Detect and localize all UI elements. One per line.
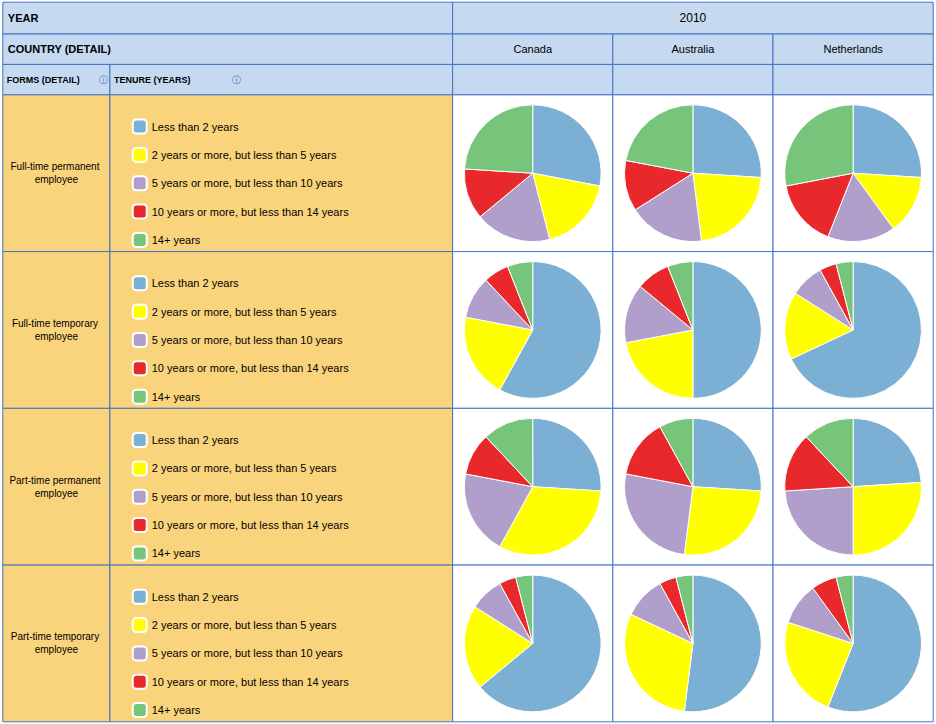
svg-text:COUNTRY (DETAIL): COUNTRY (DETAIL) — [8, 43, 111, 55]
svg-text:5 years or more, but less than: 5 years or more, but less than 10 years — [152, 491, 343, 503]
svg-text:10 years or more, but less tha: 10 years or more, but less than 14 years — [152, 676, 349, 688]
svg-text:2 years or more, but less than: 2 years or more, but less than 5 years — [152, 462, 337, 474]
svg-text:10 years or more, but less tha: 10 years or more, but less than 14 years — [152, 519, 349, 531]
svg-text:5 years or more, but less than: 5 years or more, but less than 10 years — [152, 334, 343, 346]
svg-text:14+ years: 14+ years — [152, 391, 201, 403]
svg-text:Full-time temporary: Full-time temporary — [12, 318, 101, 329]
svg-text:10 years or more, but less tha: 10 years or more, but less than 14 years — [152, 362, 349, 374]
svg-text:Netherlands: Netherlands — [823, 43, 883, 55]
svg-text:5 years or more, but less than: 5 years or more, but less than 10 years — [152, 177, 343, 189]
svg-text:2 years or more, but less than: 2 years or more, but less than 5 years — [152, 306, 337, 318]
svg-text:2 years or more, but less than: 2 years or more, but less than 5 years — [152, 619, 337, 631]
svg-text:2 years or more, but less than: 2 years or more, but less than 5 years — [152, 149, 337, 161]
svg-text:2010: 2010 — [680, 11, 707, 25]
svg-text:14+ years: 14+ years — [152, 704, 201, 716]
svg-text:Canada: Canada — [513, 43, 552, 55]
svg-text:Australia: Australia — [672, 43, 716, 55]
svg-text:Less than 2 years: Less than 2 years — [152, 434, 239, 446]
svg-text:5 years or more, but less than: 5 years or more, but less than 10 years — [152, 647, 343, 659]
svg-text:employee: employee — [35, 331, 79, 342]
svg-text:Part-time temporary: Part-time temporary — [11, 631, 102, 642]
svg-text:14+ years: 14+ years — [152, 234, 201, 246]
svg-text:employee: employee — [35, 644, 79, 655]
svg-text:Full-time permanent: Full-time permanent — [11, 161, 103, 172]
svg-text:Less than 2 years: Less than 2 years — [152, 121, 239, 133]
svg-text:ⓘ: ⓘ — [232, 75, 241, 85]
svg-text:Less than 2 years: Less than 2 years — [152, 591, 239, 603]
svg-text:FORMS (DETAIL): FORMS (DETAIL) — [7, 75, 80, 85]
svg-text:YEAR: YEAR — [8, 12, 39, 24]
svg-text:10 years or more, but less tha: 10 years or more, but less than 14 years — [152, 206, 349, 218]
svg-text:Part-time permanent: Part-time permanent — [9, 475, 103, 486]
svg-text:Less than 2 years: Less than 2 years — [152, 277, 239, 289]
svg-text:employee: employee — [35, 488, 79, 499]
svg-text:employee: employee — [35, 174, 79, 185]
svg-text:TENURE (YEARS): TENURE (YEARS) — [114, 75, 191, 85]
svg-text:ⓘ: ⓘ — [99, 75, 108, 85]
svg-text:14+ years: 14+ years — [152, 547, 201, 559]
